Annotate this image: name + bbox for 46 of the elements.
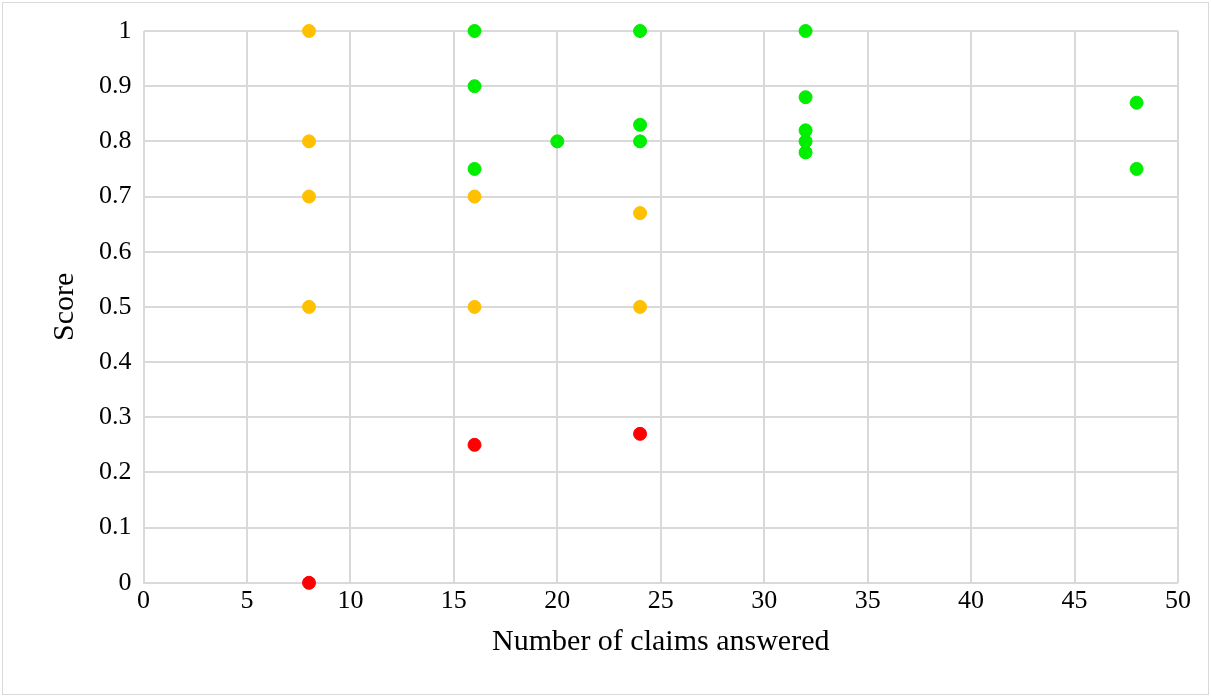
y-tick-label: 0.1 bbox=[99, 511, 132, 541]
point bbox=[1129, 161, 1144, 176]
x-tick-label: 30 bbox=[751, 585, 778, 615]
x-tick-label: 15 bbox=[440, 585, 467, 615]
point bbox=[467, 299, 482, 314]
point bbox=[798, 145, 813, 160]
point bbox=[302, 575, 317, 590]
point bbox=[633, 24, 648, 38]
x-tick-label: 5 bbox=[240, 585, 254, 615]
x-tick-label: 45 bbox=[1061, 585, 1088, 615]
y-tick-label: 0.2 bbox=[99, 456, 132, 486]
point bbox=[798, 90, 813, 105]
point bbox=[550, 134, 565, 149]
y-tick-label: 0.7 bbox=[99, 180, 132, 210]
y-tick-label: 0 bbox=[118, 566, 132, 596]
y-tick-label: 0.5 bbox=[99, 290, 132, 320]
y-tick-label: 0.4 bbox=[99, 345, 132, 375]
point bbox=[633, 206, 648, 221]
x-tick-label: 40 bbox=[958, 585, 985, 615]
point bbox=[798, 24, 813, 38]
point bbox=[302, 134, 317, 149]
y-tick-label: 0.8 bbox=[99, 125, 132, 155]
y-tick-label: 0.6 bbox=[99, 235, 132, 265]
point bbox=[467, 437, 482, 452]
point bbox=[633, 426, 648, 441]
y-tick-label: 1 bbox=[118, 14, 132, 44]
point bbox=[633, 299, 648, 314]
point bbox=[467, 161, 482, 176]
y-tick-label: 0.3 bbox=[99, 401, 132, 431]
y-axis-title: Score bbox=[45, 272, 79, 342]
point bbox=[467, 79, 482, 94]
x-tick-label: 35 bbox=[854, 585, 881, 615]
x-tick-label: 25 bbox=[647, 585, 674, 615]
x-tick-label: 10 bbox=[337, 585, 364, 615]
point bbox=[633, 134, 648, 149]
y-tick-label: 0.9 bbox=[99, 70, 132, 100]
x-axis-title: Number of claims answered bbox=[492, 622, 830, 656]
point bbox=[302, 189, 317, 204]
point bbox=[302, 24, 317, 38]
x-tick-label: 20 bbox=[544, 585, 571, 615]
x-tick-label: 50 bbox=[1165, 585, 1191, 615]
point bbox=[467, 24, 482, 38]
point bbox=[467, 189, 482, 204]
point bbox=[633, 117, 648, 132]
point bbox=[1129, 95, 1144, 110]
point bbox=[302, 299, 317, 314]
